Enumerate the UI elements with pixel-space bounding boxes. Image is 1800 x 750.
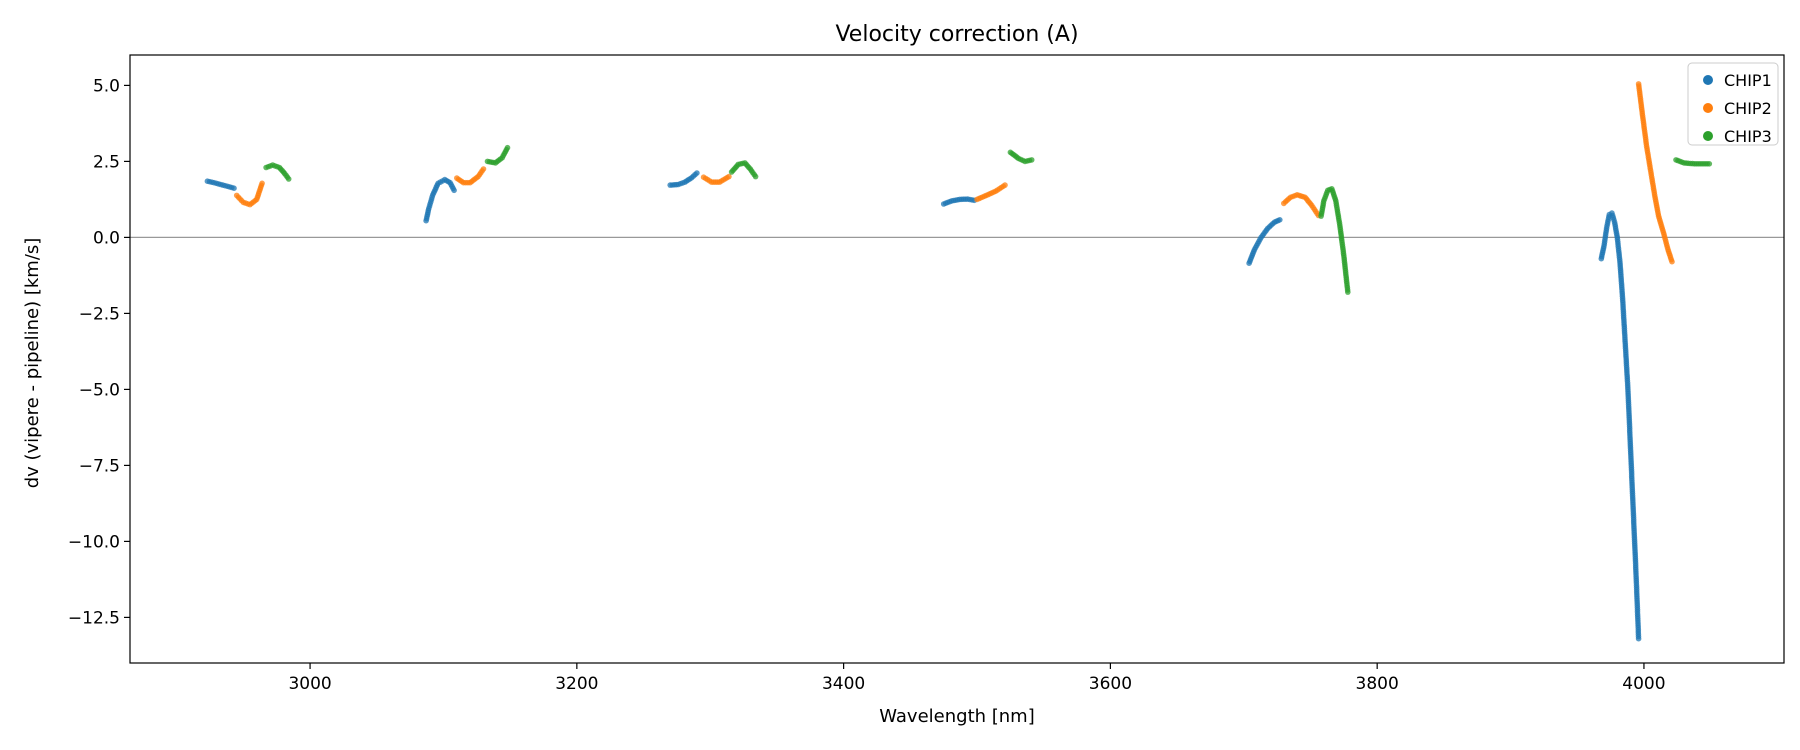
data-point-chip3 xyxy=(752,173,759,180)
y-axis-label: dv (vipere - pipeline) [km/s] xyxy=(22,238,43,489)
data-point-chip2 xyxy=(480,166,487,172)
y-axis-ticks: 5.0 2.5 0.0 −2.5 −5.0 −7.5 −10.0 −12.5 xyxy=(68,76,130,628)
y-tick-label: −12.5 xyxy=(68,608,120,628)
data-point-chip3 xyxy=(504,144,511,151)
legend-label-chip3: CHIP3 xyxy=(1724,127,1772,146)
data-point-chip1 xyxy=(694,170,700,176)
data-point-chip3 xyxy=(1345,289,1351,295)
data-point-chip2 xyxy=(1002,182,1008,188)
legend-label-chip2: CHIP2 xyxy=(1724,99,1772,118)
x-tick-label: 4000 xyxy=(1622,674,1665,694)
data-point-chip2 xyxy=(1669,258,1675,265)
y-tick-label: −5.0 xyxy=(79,380,120,400)
y-tick-label: −7.5 xyxy=(79,456,120,476)
x-axis-label: Wavelength [nm] xyxy=(879,706,1035,727)
x-tick-label: 3800 xyxy=(1356,674,1399,694)
data-point-chip1 xyxy=(451,187,457,194)
x-tick-label: 3400 xyxy=(822,674,865,694)
y-tick-label: 2.5 xyxy=(93,152,120,172)
data-points-layer xyxy=(204,81,1713,642)
plot-frame xyxy=(129,54,1785,664)
data-point-chip1 xyxy=(1635,635,1642,642)
data-point-chip1 xyxy=(1277,217,1283,223)
data-point-chip3 xyxy=(1706,161,1713,167)
data-point-chip3 xyxy=(1028,157,1035,163)
x-axis-ticks: 3000 3200 3400 3600 3800 4000 xyxy=(288,663,1666,694)
data-point-chip2 xyxy=(259,180,265,187)
data-point-chip2 xyxy=(726,173,732,180)
legend: CHIP1 CHIP2 CHIP3 xyxy=(1687,62,1779,146)
legend-marker-chip2 xyxy=(1703,103,1713,113)
y-tick-label: −10.0 xyxy=(68,532,120,552)
legend-marker-chip3 xyxy=(1703,131,1713,141)
x-tick-label: 3600 xyxy=(1089,674,1132,694)
x-tick-label: 3200 xyxy=(555,674,598,694)
data-point-chip3 xyxy=(285,176,292,182)
legend-marker-chip1 xyxy=(1703,75,1713,85)
x-tick-label: 3000 xyxy=(288,674,331,694)
y-tick-label: 0.0 xyxy=(93,228,120,248)
y-tick-label: 5.0 xyxy=(93,76,120,96)
legend-label-chip1: CHIP1 xyxy=(1724,71,1772,90)
chart-title: Velocity correction (A) xyxy=(835,22,1078,47)
data-point-chip1 xyxy=(231,185,237,191)
plot-area xyxy=(130,81,1784,642)
y-tick-label: −2.5 xyxy=(79,304,120,324)
